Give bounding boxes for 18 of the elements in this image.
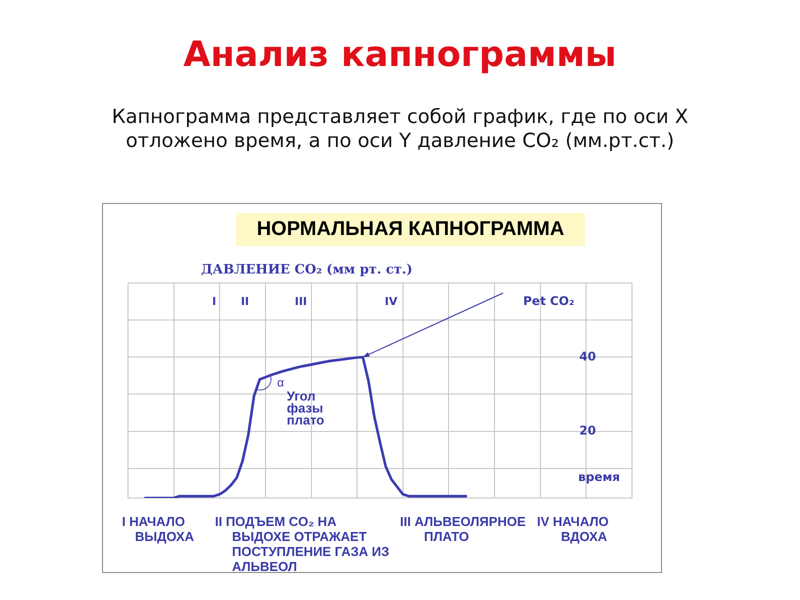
annotation: Pet CO₂ [523, 294, 574, 308]
annotation: IV [384, 294, 398, 308]
annotation: II [240, 294, 250, 308]
y-tick-label: 40 [579, 349, 596, 364]
y-tick-label: 20 [579, 423, 596, 438]
text: III АЛЬВЕОЛЯРНОЕ ПЛАТО [400, 514, 527, 544]
chart-title: Анализ капнограммы [182, 34, 618, 76]
annotation: α [277, 375, 284, 390]
text: НОРМАЛЬНАЯ КАПНОГРАММА [236, 213, 585, 246]
annotation: III [294, 294, 308, 308]
text: IV НАЧАЛО ВДОХА [537, 514, 610, 544]
chart-subtitle: Капнограмма представляет собой график, где по оси X отложено время, а по оси Y давление CO₂ (мм.рт.ст.) [110, 105, 690, 153]
x-axis-title: время [578, 470, 620, 484]
y-axis-title: ДАВЛЕНИЕ CO₂ (мм рт. ст.) [201, 262, 413, 278]
annotation: Угол фазы плато [286, 388, 324, 428]
annotation: I [212, 294, 216, 308]
text: II ПОДЪЕМ CO₂ НА ВЫДОХЕ ОТРАЖАЕТ ПОСТУПЛЕНИЕ ГАЗА ИЗ АЛЬВЕОЛ [215, 514, 390, 574]
text: I НАЧАЛО ВЫДОХА [122, 514, 196, 544]
